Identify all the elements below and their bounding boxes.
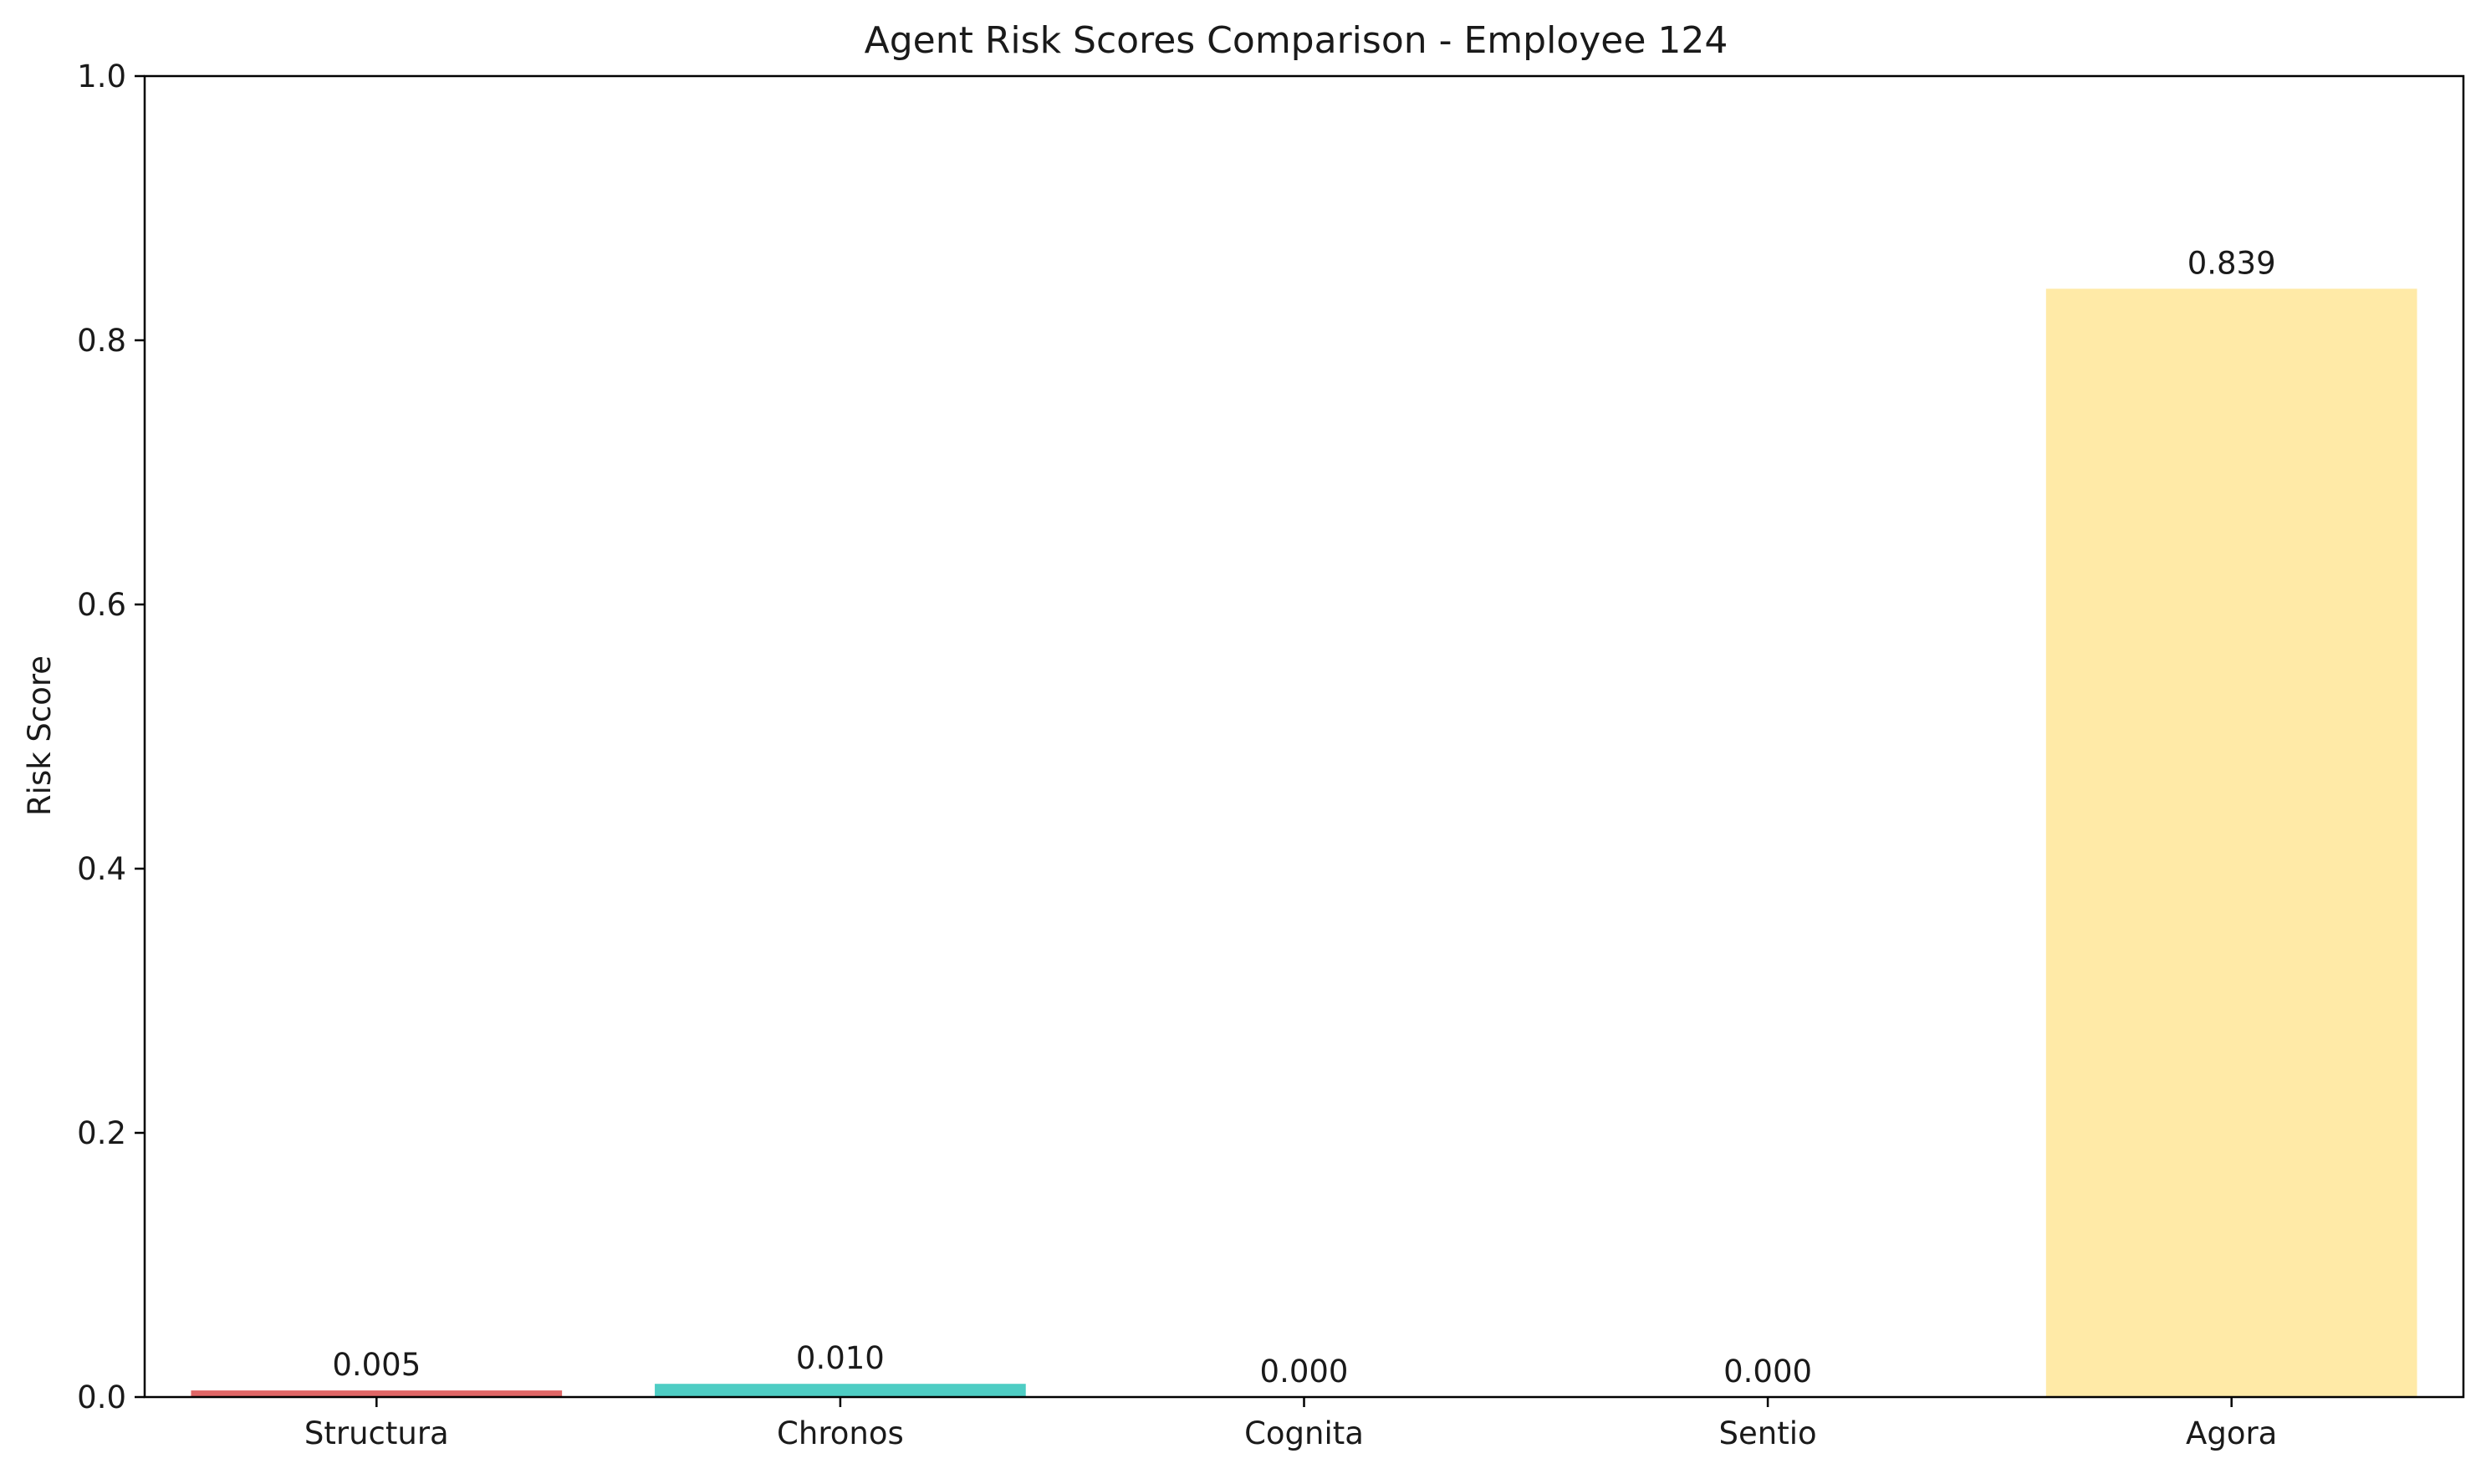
y-tick-label: 0.4 (77, 851, 126, 887)
x-tick-label-chronos: Chronos (777, 1415, 904, 1451)
value-label-sentio: 0.000 (1723, 1354, 1812, 1390)
x-tick-label-structura: Structura (304, 1415, 449, 1451)
bars-layer (191, 288, 2417, 1397)
value-label-structura: 0.005 (332, 1347, 421, 1383)
value-label-agora: 0.839 (2187, 245, 2276, 281)
value-label-chronos: 0.010 (796, 1340, 885, 1376)
chart-title: Agent Risk Scores Comparison - Employee … (865, 19, 1728, 62)
y-tick-label: 1.0 (77, 59, 126, 94)
x-tick-label-sentio: Sentio (1719, 1415, 1817, 1451)
bar-chronos (655, 1384, 1026, 1397)
y-tick-label: 0.8 (77, 323, 126, 359)
y-axis-ticks: 0.0 0.2 0.4 0.6 0.8 1.0 (77, 59, 145, 1415)
value-label-cognita: 0.000 (1260, 1354, 1349, 1390)
y-tick-label: 0.2 (77, 1115, 126, 1151)
bar-agora (2045, 288, 2417, 1397)
value-labels-layer: 0.005 0.010 0.000 0.000 0.839 (332, 245, 2275, 1390)
x-axis-ticks: Structura Chronos Cognita Sentio Agora (304, 1397, 2277, 1451)
y-tick-label: 0.0 (77, 1379, 126, 1415)
y-tick-label: 0.6 (77, 587, 126, 623)
x-tick-label-agora: Agora (2186, 1415, 2277, 1451)
x-tick-label-cognita: Cognita (1244, 1415, 1364, 1451)
plot-frame (143, 74, 2465, 1399)
bar-structura (191, 1390, 563, 1397)
y-axis-label: Risk Score (22, 655, 58, 816)
